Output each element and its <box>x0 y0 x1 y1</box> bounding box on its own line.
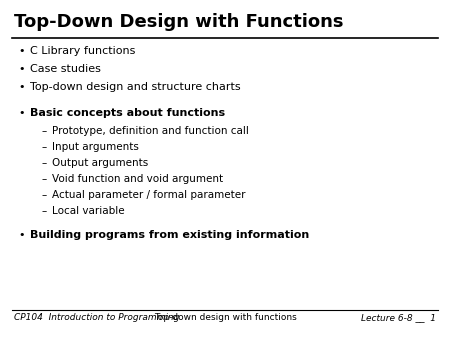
Text: Building programs from existing information: Building programs from existing informat… <box>30 230 309 240</box>
Text: Actual parameter / formal parameter: Actual parameter / formal parameter <box>52 190 246 200</box>
Text: –: – <box>42 126 47 136</box>
Text: C Library functions: C Library functions <box>30 46 135 56</box>
Text: •: • <box>18 230 24 240</box>
Text: Prototype, definition and function call: Prototype, definition and function call <box>52 126 249 136</box>
Text: Local variable: Local variable <box>52 206 125 216</box>
Text: –: – <box>42 174 47 184</box>
Text: Case studies: Case studies <box>30 64 101 74</box>
Text: –: – <box>42 206 47 216</box>
Text: Top-Down Design with Functions: Top-Down Design with Functions <box>14 13 343 31</box>
Text: –: – <box>42 142 47 152</box>
Text: Top-down design with functions: Top-down design with functions <box>153 313 297 322</box>
Text: Top-down design and structure charts: Top-down design and structure charts <box>30 82 241 92</box>
Text: –: – <box>42 158 47 168</box>
Text: •: • <box>18 108 24 118</box>
Text: CP104  Introduction to Programming: CP104 Introduction to Programming <box>14 313 180 322</box>
Text: Lecture 6-8 __  1: Lecture 6-8 __ 1 <box>361 313 436 322</box>
Text: –: – <box>42 190 47 200</box>
Text: •: • <box>18 46 24 56</box>
Text: Input arguments: Input arguments <box>52 142 139 152</box>
Text: Output arguments: Output arguments <box>52 158 148 168</box>
Text: Void function and void argument: Void function and void argument <box>52 174 223 184</box>
Text: Basic concepts about functions: Basic concepts about functions <box>30 108 225 118</box>
Text: •: • <box>18 64 24 74</box>
Text: •: • <box>18 82 24 92</box>
